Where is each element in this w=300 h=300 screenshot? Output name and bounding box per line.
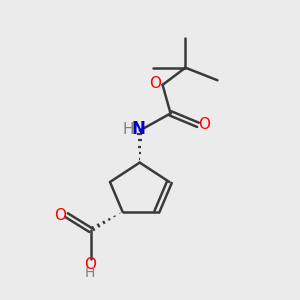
Text: H: H — [122, 122, 134, 137]
Text: O: O — [198, 117, 210, 132]
Text: O: O — [54, 208, 66, 223]
Text: O: O — [149, 76, 161, 91]
Text: H: H — [85, 266, 95, 280]
Text: N: N — [131, 120, 145, 138]
Text: O: O — [85, 257, 97, 272]
